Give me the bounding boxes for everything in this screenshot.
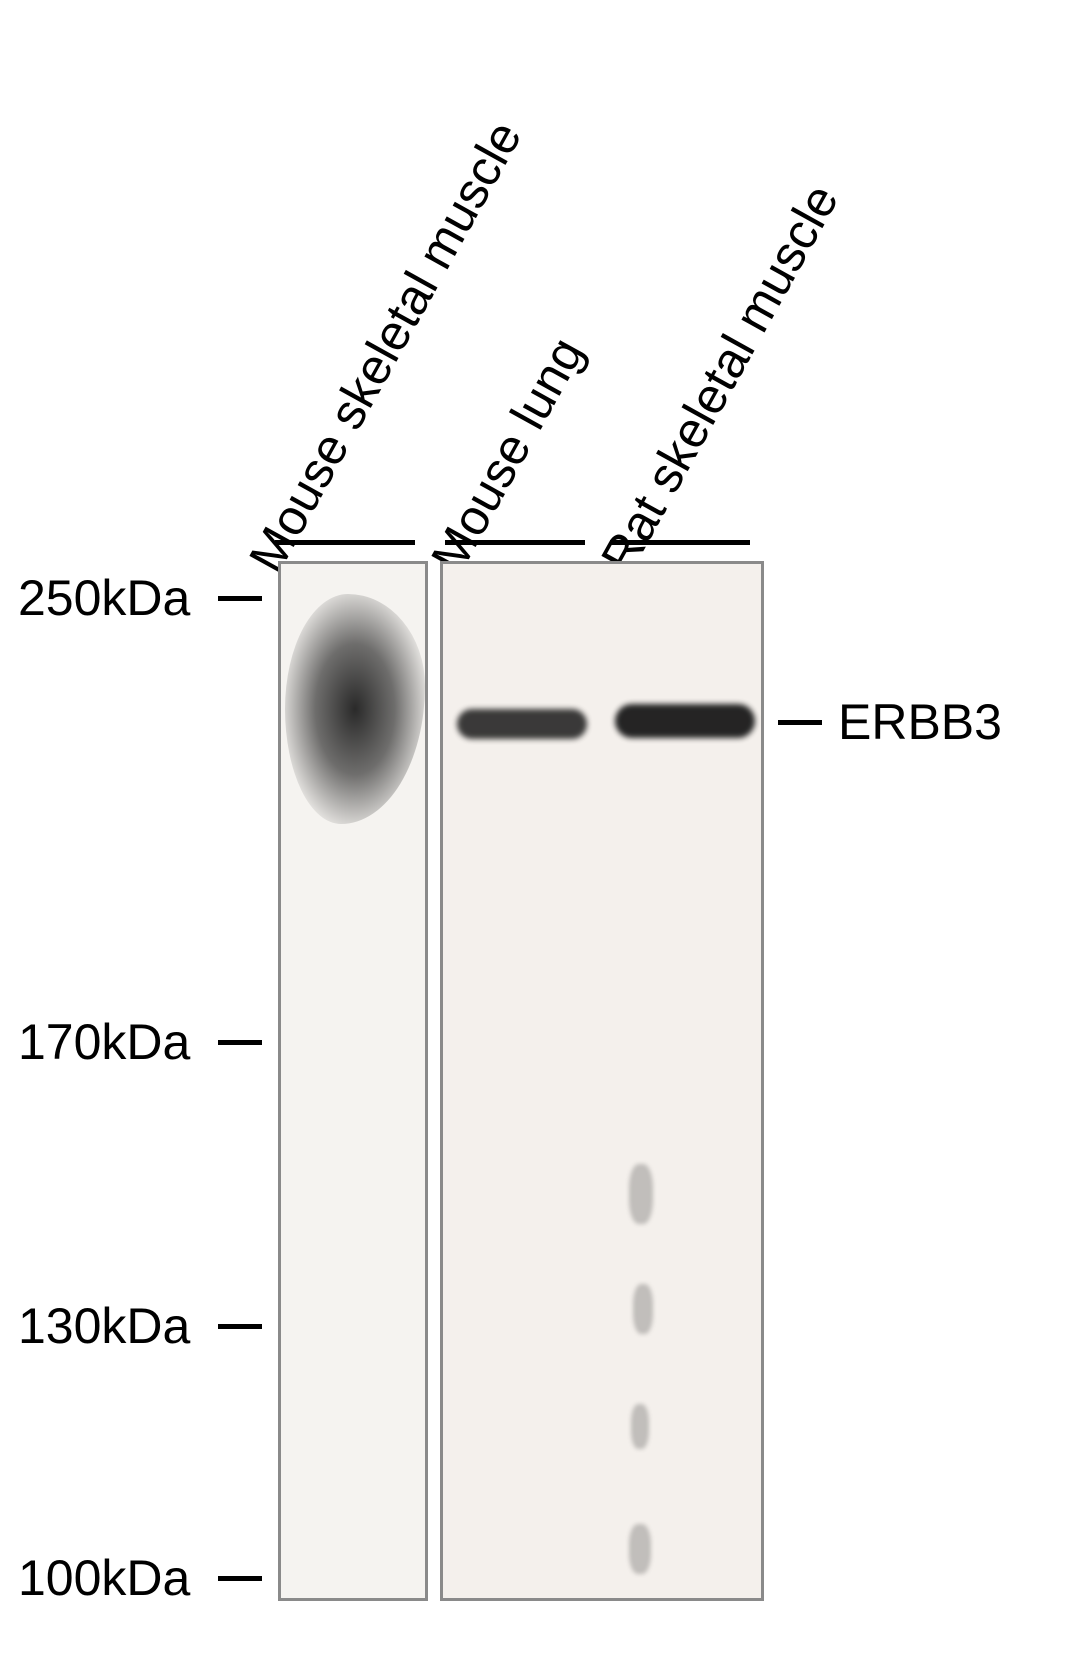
lane-underline-3 <box>610 540 750 545</box>
mw-label-250kDa: 250kDa <box>18 569 190 627</box>
mw-tick-130kDa <box>218 1324 262 1329</box>
protein-label: ERBB3 <box>838 693 1002 751</box>
mw-tick-250kDa <box>218 596 262 601</box>
blot-right <box>440 561 764 1601</box>
blot-right-band-0 <box>457 709 587 739</box>
western-blot-figure: Mouse skeletal muscleMouse lungRat skele… <box>0 0 1080 1672</box>
blot-right-band-5 <box>629 1524 651 1574</box>
mw-label-100kDa: 100kDa <box>18 1549 190 1607</box>
blot-left-band-0 <box>285 594 425 824</box>
blot-right-band-2 <box>629 1164 653 1224</box>
blot-right-band-3 <box>633 1284 653 1334</box>
blot-right-band-1 <box>615 704 755 738</box>
lane-underline-1 <box>275 540 415 545</box>
lane-underline-2 <box>445 540 585 545</box>
mw-tick-170kDa <box>218 1040 262 1045</box>
lane-label-3: Rat skeletal muscle <box>589 175 850 582</box>
blot-right-band-4 <box>631 1404 649 1449</box>
mw-label-170kDa: 170kDa <box>18 1013 190 1071</box>
mw-tick-100kDa <box>218 1576 262 1581</box>
protein-label-tick <box>778 720 822 725</box>
blot-left <box>278 561 428 1601</box>
mw-label-130kDa: 130kDa <box>18 1297 190 1355</box>
